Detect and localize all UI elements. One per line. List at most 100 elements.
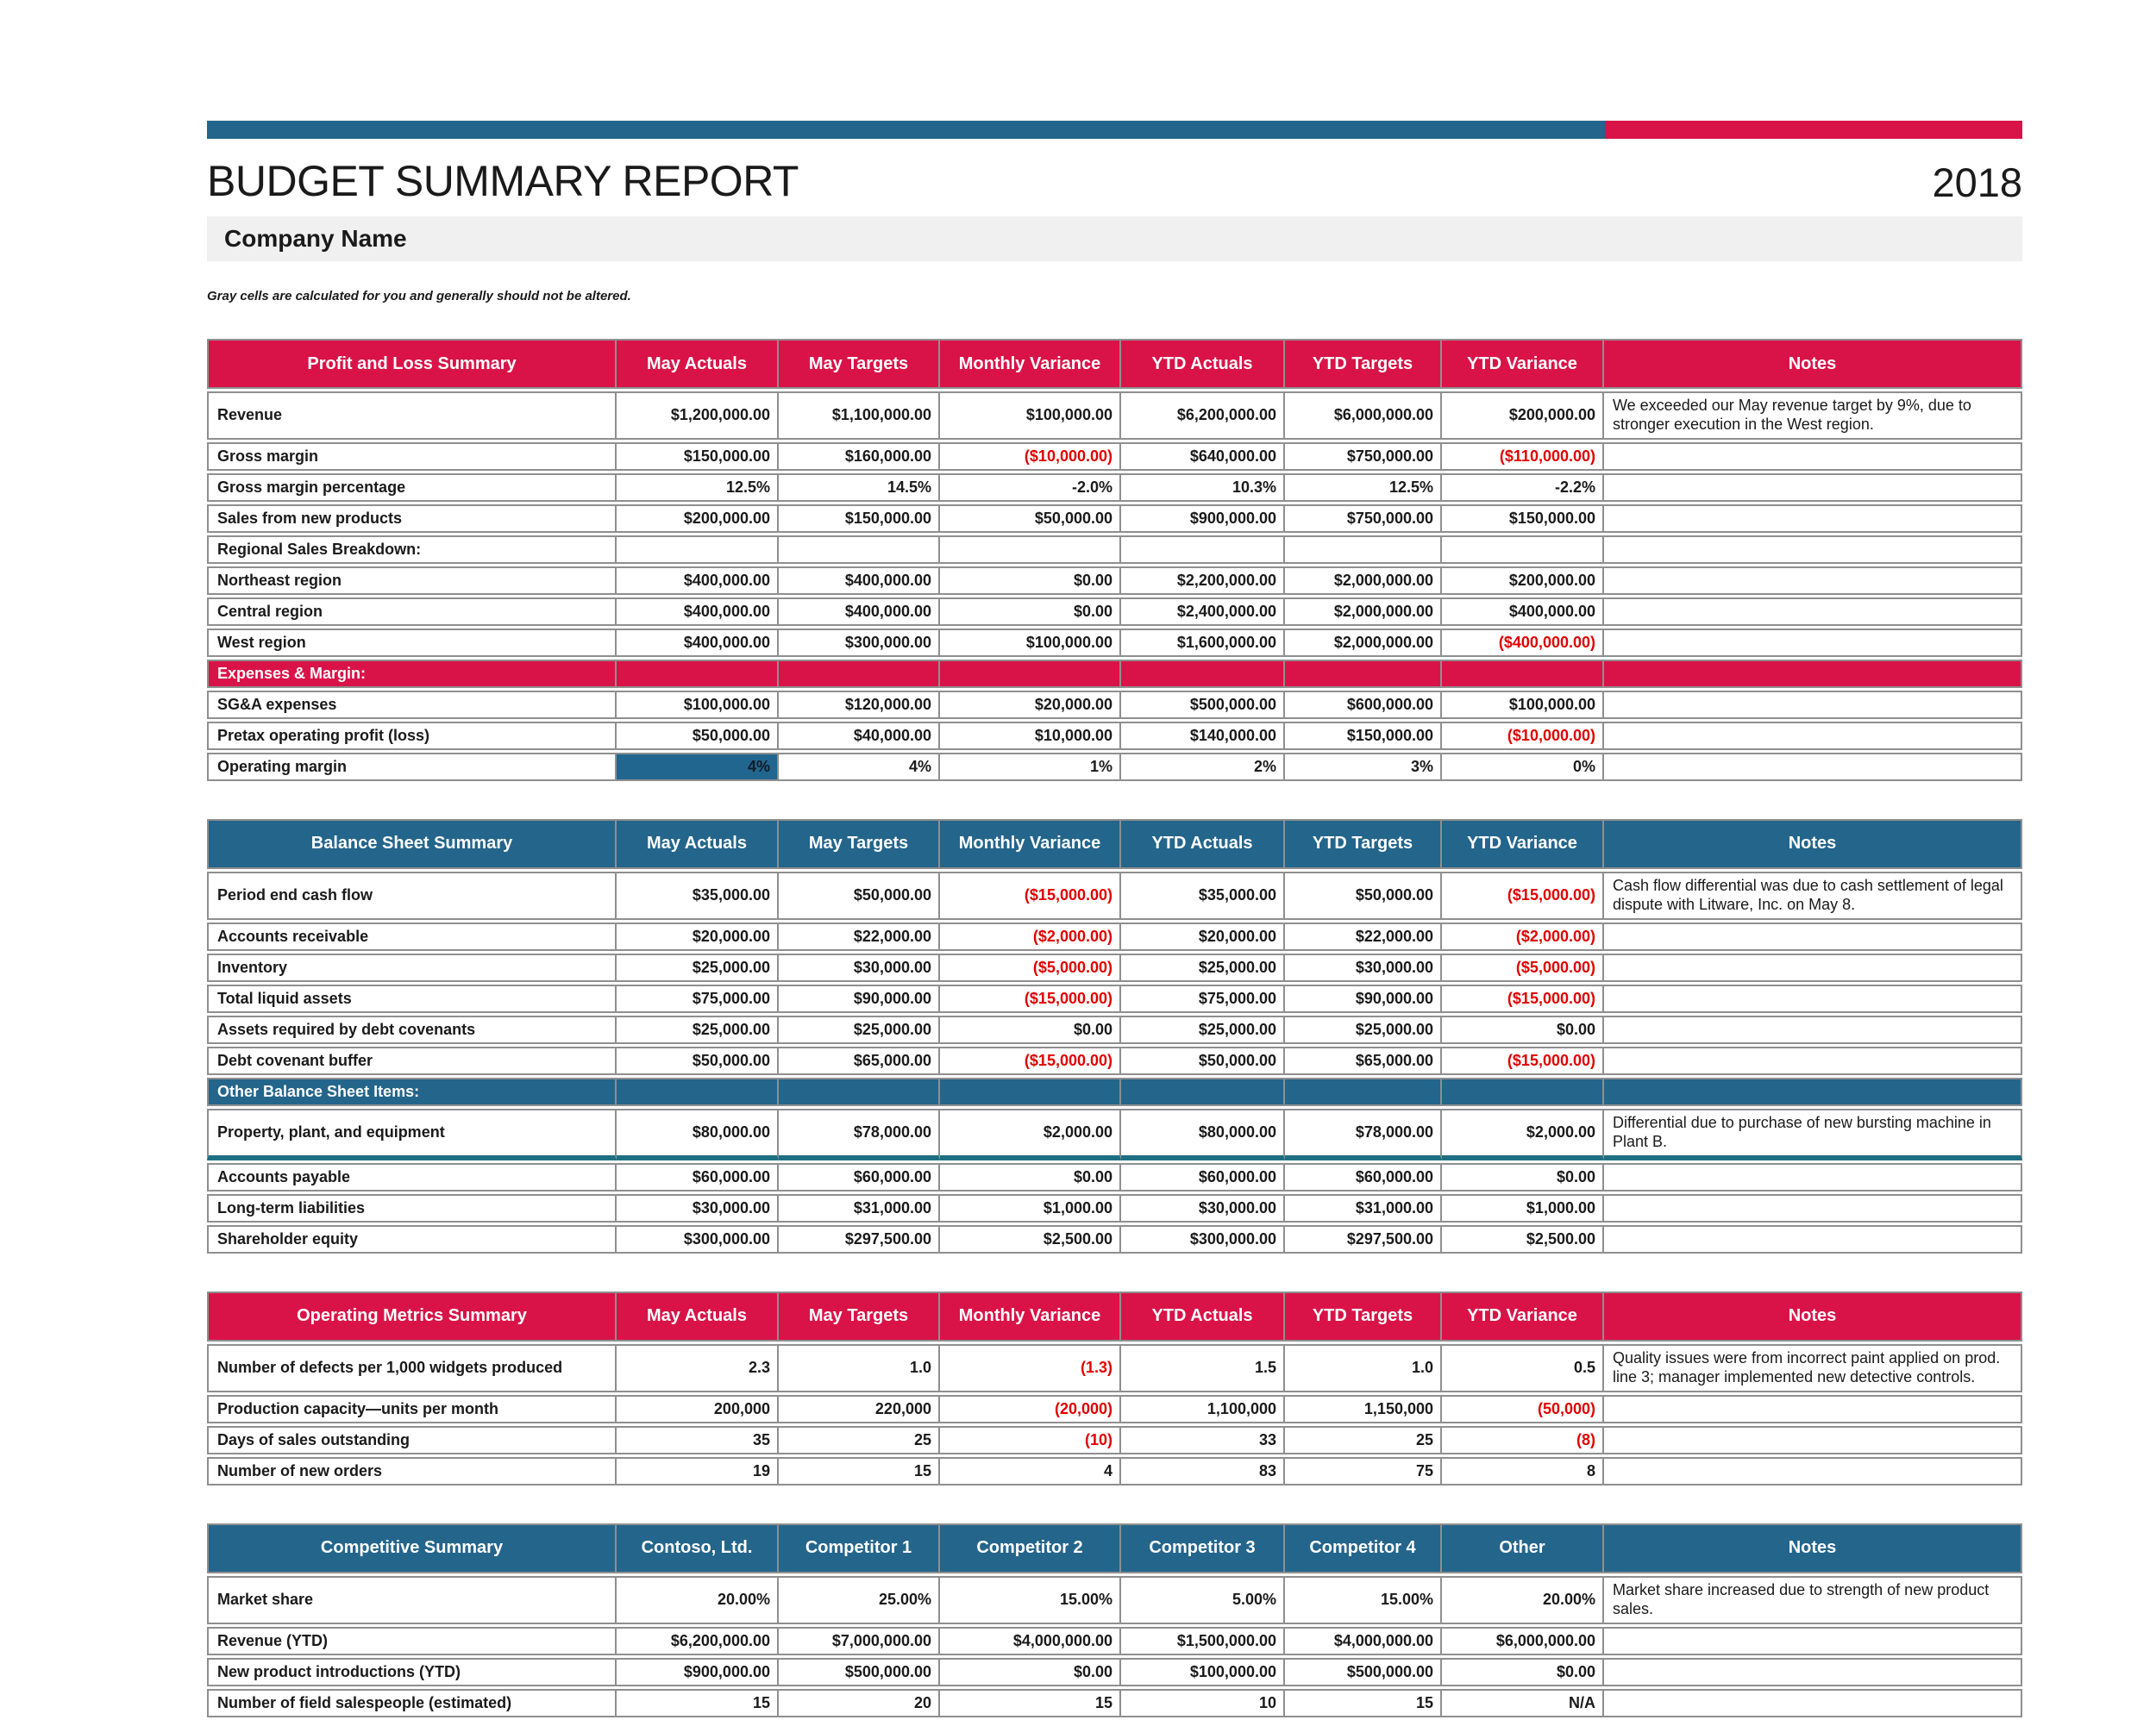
note-cell bbox=[1604, 1015, 2022, 1044]
value-cell: ($5,000.00) bbox=[1442, 953, 1604, 982]
value-cell: $30,000.00 bbox=[779, 953, 940, 982]
table-row: Revenue (YTD) $6,200,000.00 $7,000,000.00 $… bbox=[207, 1626, 2022, 1655]
value-cell: $1,000.00 bbox=[1442, 1193, 1604, 1223]
value-cell: $300,000.00 bbox=[779, 628, 940, 657]
column-header: Notes bbox=[1604, 1291, 2022, 1342]
row-label: Accounts receivable bbox=[207, 922, 617, 951]
value-cell bbox=[1285, 535, 1442, 564]
table-row: Accounts payable $60,000.00 $60,000.00 $0.0… bbox=[207, 1162, 2022, 1191]
value-cell: $120,000.00 bbox=[779, 690, 940, 719]
value-cell: 25 bbox=[1285, 1425, 1442, 1454]
section-cell bbox=[617, 1077, 779, 1106]
value-cell: $0.00 bbox=[940, 597, 1121, 626]
value-cell: 8 bbox=[1442, 1456, 1604, 1485]
table-row: New product introductions (YTD) $900,000.… bbox=[207, 1657, 2022, 1686]
column-header: May Targets bbox=[779, 1291, 940, 1342]
value-cell: $150,000.00 bbox=[1285, 721, 1442, 750]
row-label: Market share bbox=[207, 1575, 617, 1624]
value-cell: $500,000.00 bbox=[1121, 690, 1285, 719]
value-cell: $22,000.00 bbox=[779, 922, 940, 951]
value-cell: 25 bbox=[779, 1425, 940, 1454]
value-cell: $400,000.00 bbox=[617, 628, 779, 657]
value-cell: $25,000.00 bbox=[1121, 953, 1285, 982]
value-cell: $1,500,000.00 bbox=[1121, 1626, 1285, 1655]
value-cell: 20 bbox=[779, 1688, 940, 1717]
top-stripe-pink-segment bbox=[1604, 121, 2022, 139]
value-cell: 75 bbox=[1285, 1456, 1442, 1485]
value-cell: $900,000.00 bbox=[1121, 503, 1285, 533]
note-cell: Quality issues were from incorrect paint… bbox=[1604, 1343, 2022, 1392]
row-label: Central region bbox=[207, 597, 617, 626]
value-cell: $90,000.00 bbox=[779, 984, 940, 1013]
value-cell: 35 bbox=[617, 1425, 779, 1454]
value-cell: $35,000.00 bbox=[617, 871, 779, 920]
value-cell: $750,000.00 bbox=[1285, 503, 1442, 533]
value-cell: 15 bbox=[617, 1688, 779, 1717]
value-cell: $2,000.00 bbox=[940, 1108, 1121, 1160]
value-cell: 1.0 bbox=[779, 1343, 940, 1392]
value-cell: $0.00 bbox=[940, 1657, 1121, 1686]
value-cell: $50,000.00 bbox=[617, 1046, 779, 1075]
value-cell: $160,000.00 bbox=[779, 441, 940, 471]
row-label: Gross margin bbox=[207, 441, 617, 471]
section-cell bbox=[1442, 659, 1604, 688]
value-cell: 4% bbox=[617, 752, 779, 781]
note-cell bbox=[1604, 472, 2022, 502]
column-header: YTD Actuals bbox=[1121, 818, 1285, 869]
column-header: Competitor 4 bbox=[1285, 1523, 1442, 1573]
top-stripe bbox=[207, 121, 2022, 139]
section-row-label: Other Balance Sheet Items: bbox=[207, 1077, 617, 1106]
report-title: BUDGET SUMMARY REPORT bbox=[207, 157, 799, 205]
value-cell: $80,000.00 bbox=[617, 1108, 779, 1160]
note-cell bbox=[1604, 597, 2022, 626]
table-row: Pretax operating profit (loss) $50,000.00… bbox=[207, 721, 2022, 750]
value-cell: $0.00 bbox=[940, 1015, 1121, 1044]
profit-and-loss-summary-table: Profit and Loss Summary May Actuals May Ta… bbox=[207, 336, 2022, 784]
value-cell: (8) bbox=[1442, 1425, 1604, 1454]
note-cell bbox=[1604, 953, 2022, 982]
note-cell bbox=[1604, 441, 2022, 471]
row-label: Sales from new products bbox=[207, 503, 617, 533]
value-cell: $35,000.00 bbox=[1121, 871, 1285, 920]
value-cell: 3% bbox=[1285, 752, 1442, 781]
value-cell: $50,000.00 bbox=[940, 503, 1121, 533]
value-cell: $50,000.00 bbox=[617, 721, 779, 750]
section-row: Expenses & Margin: bbox=[207, 659, 2022, 688]
row-label: Production capacity—units per month bbox=[207, 1394, 617, 1423]
company-name: Company Name bbox=[224, 225, 407, 252]
value-cell: $0.00 bbox=[1442, 1015, 1604, 1044]
note-cell bbox=[1604, 1688, 2022, 1717]
row-label: Shareholder equity bbox=[207, 1224, 617, 1254]
note-cell bbox=[1604, 721, 2022, 750]
value-cell: 33 bbox=[1121, 1425, 1285, 1454]
table-row: Sales from new products $200,000.00 $150,0… bbox=[207, 503, 2022, 533]
value-cell: ($2,000.00) bbox=[940, 922, 1121, 951]
value-cell: 15 bbox=[779, 1456, 940, 1485]
value-cell: 19 bbox=[617, 1456, 779, 1485]
value-cell: $20,000.00 bbox=[1121, 922, 1285, 951]
value-cell: ($5,000.00) bbox=[940, 953, 1121, 982]
value-cell: $400,000.00 bbox=[617, 597, 779, 626]
value-cell: 2% bbox=[1121, 752, 1285, 781]
value-cell: $300,000.00 bbox=[617, 1224, 779, 1254]
value-cell: $100,000.00 bbox=[940, 391, 1121, 440]
value-cell bbox=[1442, 535, 1604, 564]
section-cell bbox=[1121, 1077, 1285, 1106]
value-cell bbox=[779, 535, 940, 564]
value-cell: ($15,000.00) bbox=[1442, 984, 1604, 1013]
value-cell: $31,000.00 bbox=[1285, 1193, 1442, 1223]
table-row: Market share 20.00% 25.00% 15.00% 5.00% 15.00… bbox=[207, 1575, 2022, 1624]
value-cell: 1.0 bbox=[1285, 1343, 1442, 1392]
row-label: Long-term liabilities bbox=[207, 1193, 617, 1223]
column-header: May Actuals bbox=[617, 1291, 779, 1342]
value-cell: ($400,000.00) bbox=[1442, 628, 1604, 657]
table-row: Accounts receivable $20,000.00 $22,000.00(… bbox=[207, 922, 2022, 951]
row-label: Inventory bbox=[207, 953, 617, 982]
value-cell bbox=[940, 535, 1121, 564]
column-header: YTD Targets bbox=[1285, 339, 1442, 389]
value-cell: $400,000.00 bbox=[779, 566, 940, 595]
value-cell: $1,600,000.00 bbox=[1121, 628, 1285, 657]
table-row: West region $400,000.00 $300,000.00 $100,00… bbox=[207, 628, 2022, 657]
report-year: 2018 bbox=[1932, 159, 2022, 205]
value-cell: 1.5 bbox=[1121, 1343, 1285, 1392]
